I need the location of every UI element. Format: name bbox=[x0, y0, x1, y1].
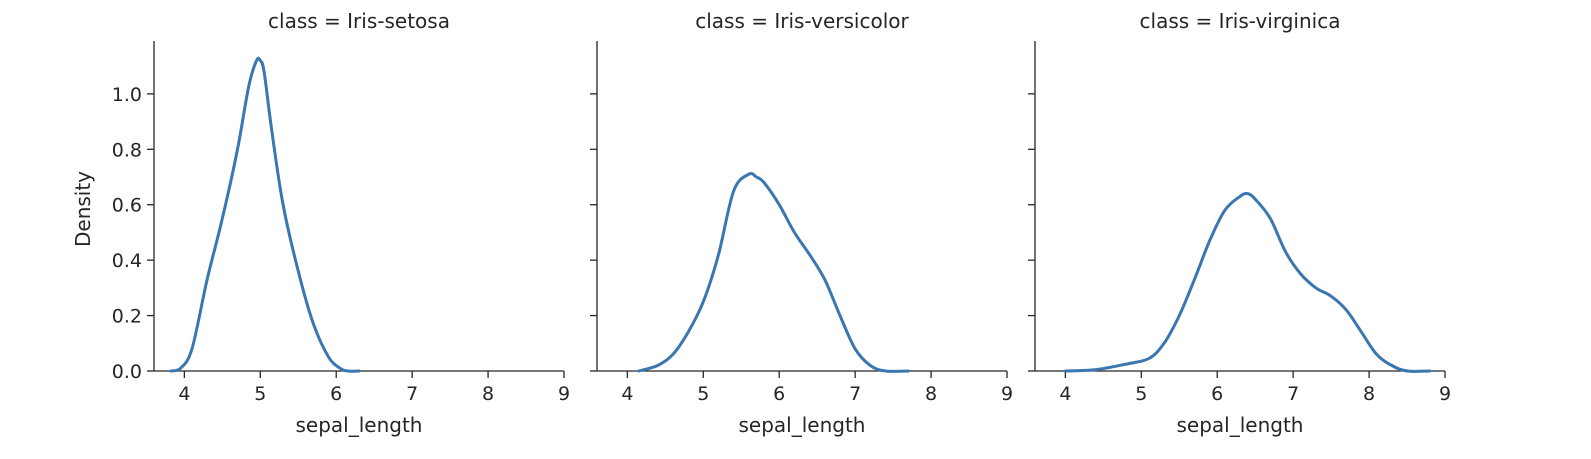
y-tick-label: 0.6 bbox=[112, 195, 142, 217]
x-tick-label: 6 bbox=[1211, 383, 1223, 405]
x-tick-label: 4 bbox=[178, 383, 190, 405]
y-tick-label: 0.0 bbox=[112, 361, 142, 383]
y-tick-label: 1.0 bbox=[112, 84, 142, 106]
x-tick-label: 6 bbox=[773, 383, 785, 405]
panel-1: class = Iris-setosa 0.0 0.2 0.4 0.6 0.8 1.0 4 5 6… bbox=[112, 9, 570, 437]
x-tick-label: 9 bbox=[1001, 383, 1013, 405]
x-tick-label: 5 bbox=[254, 383, 266, 405]
kde-curve bbox=[169, 56, 361, 373]
x-tick-label: 4 bbox=[1059, 383, 1071, 405]
x-tick-label: 5 bbox=[697, 383, 709, 405]
y-axis-title: Density bbox=[71, 171, 95, 247]
x-tick-label: 7 bbox=[849, 383, 861, 405]
panel-2: class = Iris-versicolor 4 5 6 7 8 9 sepal_lengt… bbox=[590, 9, 1013, 437]
x-tick-label: 8 bbox=[925, 383, 937, 405]
panel-title: class = Iris-versicolor bbox=[695, 9, 909, 33]
x-tick-label: 8 bbox=[482, 383, 494, 405]
x-tick-label: 9 bbox=[558, 383, 570, 405]
panel-title: class = Iris-setosa bbox=[268, 9, 450, 33]
y-tick-label: 0.8 bbox=[112, 139, 142, 161]
x-tick-label: 7 bbox=[1287, 383, 1299, 405]
panels-layer: class = Iris-setosa 0.0 0.2 0.4 0.6 0.8 1.0 4 5 6… bbox=[112, 9, 1451, 437]
kde-curve bbox=[1063, 191, 1432, 373]
y-tick-label: 0.2 bbox=[112, 306, 142, 328]
x-axis-title: sepal_length bbox=[739, 413, 866, 437]
kde-curve bbox=[637, 171, 910, 373]
panel-title: class = Iris-virginica bbox=[1140, 9, 1341, 33]
y-tick-label: 0.4 bbox=[112, 250, 142, 272]
x-axis-title: sepal_length bbox=[296, 413, 423, 437]
x-tick-label: 8 bbox=[1363, 383, 1375, 405]
x-tick-label: 7 bbox=[406, 383, 418, 405]
x-tick-label: 6 bbox=[330, 383, 342, 405]
x-tick-label: 4 bbox=[621, 383, 633, 405]
panel-3: class = Iris-virginica 4 5 6 7 8 9 sepal_length bbox=[1028, 9, 1451, 437]
x-tick-label: 5 bbox=[1135, 383, 1147, 405]
x-tick-label: 9 bbox=[1439, 383, 1451, 405]
x-axis-title: sepal_length bbox=[1177, 413, 1304, 437]
